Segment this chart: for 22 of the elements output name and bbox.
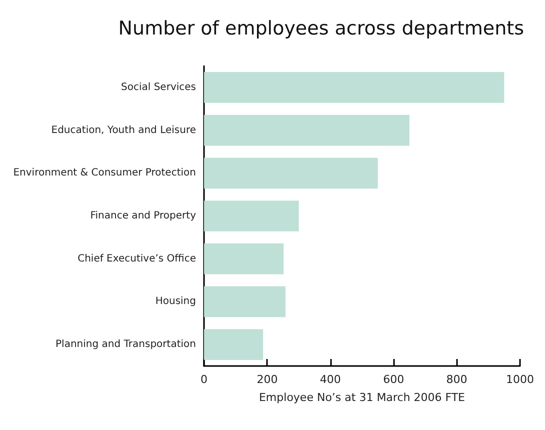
bar [204,72,504,103]
x-tick-label: 0 [200,373,208,386]
y-tick-label: Planning and Transportation [56,339,196,350]
x-tick-label: 200 [256,373,278,386]
y-tick-label: Finance and Property [90,210,196,222]
y-tick-label: Housing [155,296,196,308]
bar [204,243,284,274]
x-tick-label: 1000 [506,373,534,386]
x-tick-label: 400 [320,373,341,386]
y-tick-label: Education, Youth and Leisure [51,124,196,136]
bar [204,286,286,318]
x-tick-label: 600 [383,373,404,386]
y-tick-label: Chief Executive’s Office [78,253,196,264]
bar [204,114,410,146]
bar [204,158,378,189]
bar [204,329,264,360]
chart-title: Number of employees across departments [118,18,524,40]
y-tick-label: Environment & Consumer Protection [13,168,196,179]
y-tick-label: Social Services [121,82,196,93]
x-tick-label: 800 [446,373,468,386]
x-axis-title: Employee No’s at 31 March 2006 FTE [258,391,466,404]
bar [204,200,299,232]
